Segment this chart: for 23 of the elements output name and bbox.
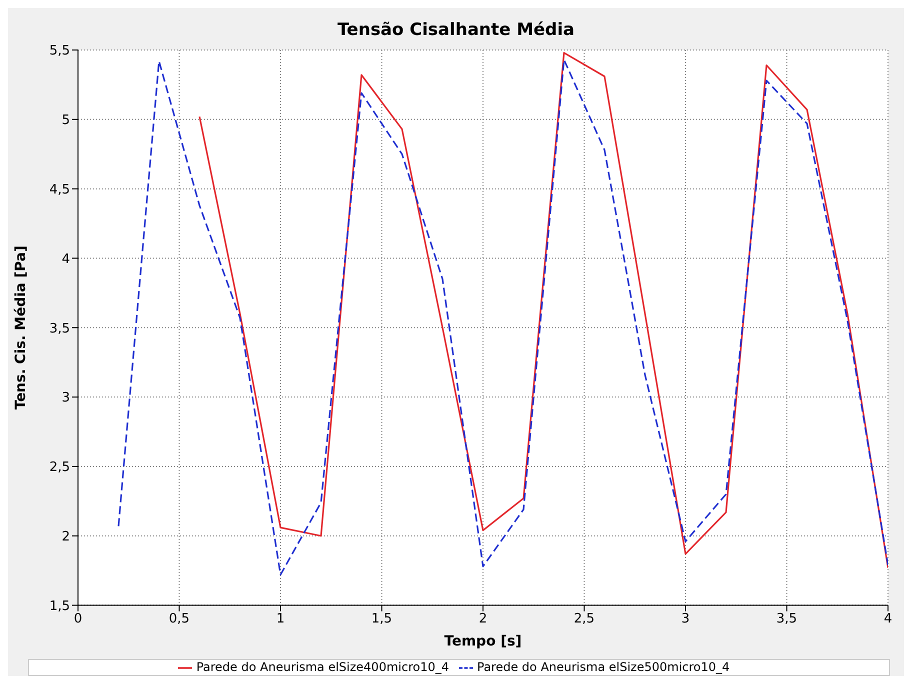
y-tick-label: 2,5 [49,460,70,476]
x-tick-label: 3 [681,612,690,627]
y-tick-label: 5 [62,113,70,128]
x-tick-label: 1,5 [371,612,392,627]
legend-label: Parede do Aneurisma elSize500micro10_4 [477,660,730,674]
x-tick-label: 1 [276,612,285,627]
y-tick-label: 4,5 [49,182,70,198]
x-tick-label: 3,5 [776,612,798,627]
y-tick-label: 4 [62,252,70,267]
legend-label: Parede do Aneurisma elSize400micro10_4 [196,660,449,674]
x-tick-label: 2,5 [574,612,595,627]
chart-title: Tensão Cisalhante Média [336,19,576,42]
x-tick-label: 0,5 [168,612,190,627]
y-tick-label: 3 [62,390,70,406]
x-tick-label: 2 [478,612,488,627]
y-tick-label: 1,5 [49,598,70,614]
y-tick-label: 2 [62,529,70,544]
y-tick-label: 3,5 [49,321,70,336]
y-tick-label: 5,5 [49,44,70,59]
y-axis-title: Tens. Cis. Média [Pa] [12,246,29,410]
x-tick-label: 4 [884,612,892,627]
x-axis-title: Tempo [s] [444,633,522,650]
x-tick-label: 0 [74,612,82,627]
